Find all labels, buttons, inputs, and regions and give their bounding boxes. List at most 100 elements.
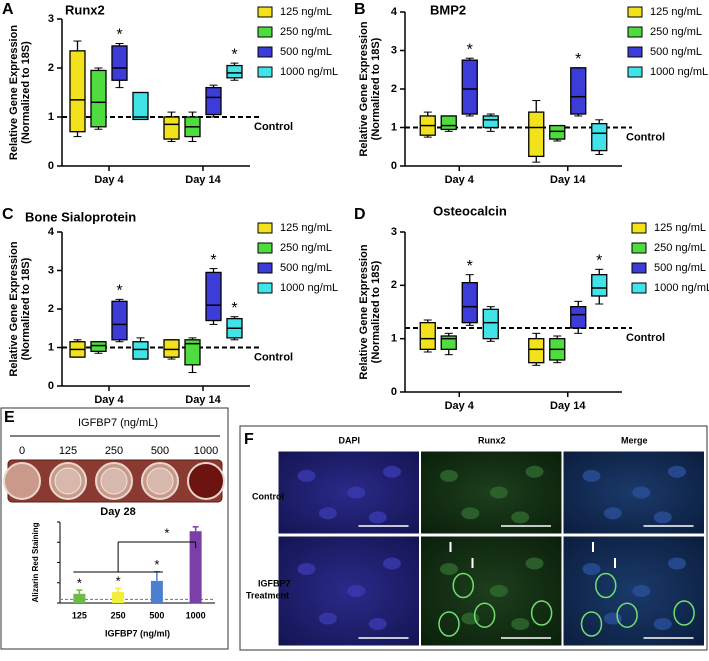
x-tick-label: Day 14 [185,394,221,406]
box [440,115,457,131]
box [90,341,107,353]
box [69,50,86,133]
y-tick-label: 3 [391,44,397,56]
y-tick-label: 1 [391,121,397,133]
well-inner [146,467,174,495]
box [111,45,128,81]
nucleus [318,507,337,520]
box [205,271,222,322]
x-tick-label: 250 [111,610,126,620]
legend-swatch [257,282,273,294]
legend-label: 500 ng/mL [650,46,702,58]
legend-swatch [257,66,273,78]
nucleus [653,511,672,524]
panel-letter: F [244,431,254,448]
row-label: IGFBP7 [258,578,291,588]
legend-swatch [257,222,273,234]
y-tick-label: 3 [391,226,397,238]
well-inner [100,467,128,495]
nucleus [525,557,544,570]
chart-title: Day 28 [100,506,135,518]
y-tick-label: 2 [48,62,54,74]
y-axis-label: Relative Gene Expression [358,244,370,379]
box [90,69,107,128]
panel-frame [0,407,229,650]
x-tick-label: Day 4 [94,394,124,406]
box [570,67,587,115]
box [226,64,243,79]
nucleus [368,511,387,524]
x-axis-label: IGFBP7 (ng/ml) [105,628,170,638]
box [205,86,222,116]
box [549,124,566,140]
x-tick-label: Day 14 [185,174,221,186]
y-axis-label: (Normalized to 18S) [370,37,382,140]
x-tick-label: 500 [149,610,164,620]
nucleus [368,618,387,630]
nucleus [525,465,544,478]
legend-label: 250 ng/mL [654,242,706,254]
x-tick-label: Day 4 [445,174,475,186]
box [111,300,128,341]
box [528,111,545,158]
legend-swatch [627,46,643,58]
legend-label: 500 ng/mL [280,262,332,274]
significance-star: * [164,525,169,540]
y-tick-label: 1 [391,333,397,345]
legend-label: 250 ng/mL [650,26,702,38]
box [591,123,608,152]
y-axis-label: Relative Gene Expression [358,21,370,156]
y-tick-label: 3 [48,264,54,276]
column-header: Merge [621,435,648,445]
significance-star: * [116,27,122,44]
y-tick-label: 1 [48,341,54,353]
stained-nucleus [595,572,617,599]
reference-label: Control [254,351,293,363]
legend-label: 1000 ng/mL [654,282,709,294]
legend-label: 125 ng/mL [650,6,702,18]
stained-nucleus [580,611,603,637]
nucleus [489,486,508,499]
significance-star: * [596,253,602,270]
y-tick-label: 2 [391,83,397,95]
chart-title: Runx2 [65,2,105,17]
y-axis-label: (Normalized to 18S) [20,257,32,360]
box [591,274,608,297]
concentration-label: 250 [105,445,123,457]
well-inner [54,467,82,495]
nucleus [489,585,508,597]
nucleus [440,469,458,482]
legend-label: 250 ng/mL [280,26,332,38]
stained-nucleus [452,572,474,599]
legend-swatch [631,262,647,274]
y-axis-label: Relative Gene Expression [8,25,20,160]
x-tick-label: 125 [72,610,87,620]
nucleus [383,557,401,570]
reference-label: Control [254,121,293,133]
chart-title: Osteocalcin [433,203,507,218]
column-header: Runx2 [478,435,506,445]
legend-swatch [257,262,273,274]
chart-title: BMP2 [430,2,466,17]
y-tick-label: 4 [391,6,398,18]
box [570,306,587,329]
legend-swatch [257,242,273,254]
panel-letter: B [354,1,366,18]
stained-nucleus [530,600,553,626]
concentration-label: 1000 [194,445,218,457]
box [461,59,478,115]
y-axis-label: (Normalized to 18S) [370,260,382,363]
legend-label: 1000 ng/mL [650,66,708,78]
box [132,91,149,121]
y-tick-label: 2 [391,279,397,291]
x-tick-label: Day 4 [94,174,124,186]
panel-letter: E [4,409,15,426]
plate-header: IGFBP7 (ng/mL) [78,417,158,429]
significance-star: * [116,574,121,589]
nucleus [632,486,651,499]
legend-swatch [627,6,643,18]
significance-star: * [467,41,473,58]
significance-star: * [116,283,122,300]
box [132,341,149,360]
nucleus [603,507,622,520]
